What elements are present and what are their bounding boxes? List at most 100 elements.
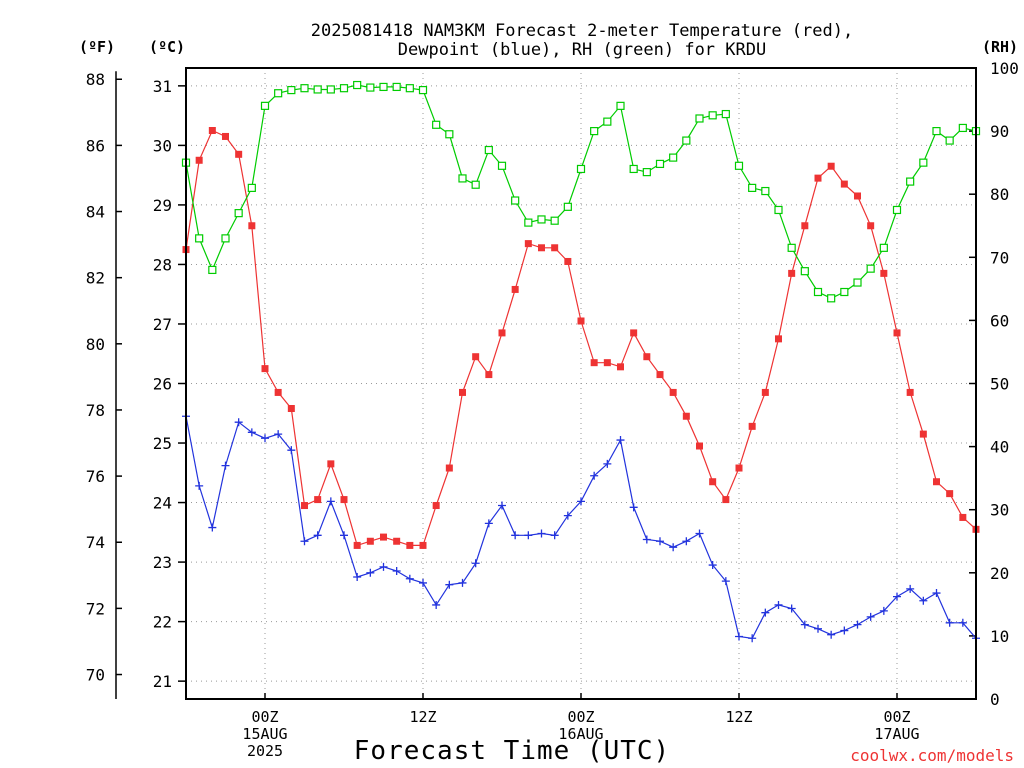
x-tick-label: 2025 — [247, 742, 283, 760]
dewpoint-point — [261, 434, 269, 443]
temperature-point — [814, 174, 822, 182]
rh-point — [432, 120, 441, 129]
rh-point — [853, 278, 862, 287]
temperature-point — [222, 132, 229, 140]
dewpoint-point — [234, 418, 243, 427]
rh-point — [813, 287, 823, 297]
temperature-point — [485, 371, 493, 379]
temperature-point — [880, 269, 888, 277]
temperature-point — [366, 537, 374, 545]
dewpoint-point — [484, 519, 493, 528]
dewpoint-point — [866, 612, 875, 621]
dewpoint-point — [932, 589, 941, 598]
dewpoint-point — [550, 531, 559, 540]
temperature-point — [314, 496, 322, 504]
dewpoint-point — [721, 577, 730, 586]
temperature-point — [669, 388, 677, 396]
temperature-point — [630, 329, 638, 337]
dewpoint-point — [906, 584, 915, 593]
dewpoint-point — [787, 604, 796, 613]
temperature-point — [380, 533, 387, 541]
temperature-point — [748, 422, 756, 430]
rh-line — [185, 84, 977, 299]
dewpoint-point — [392, 567, 401, 576]
rh-point — [906, 177, 915, 186]
rh-point — [708, 111, 717, 120]
rh-point — [576, 164, 586, 174]
dewpoint-point — [958, 618, 967, 627]
dewpoint-point — [590, 471, 599, 480]
rh-point — [247, 183, 256, 192]
celsius-tick-label: 29 — [153, 196, 172, 215]
celsius-tick-label: 26 — [153, 375, 172, 394]
dewpoint-point — [669, 543, 678, 552]
rh-point — [313, 85, 322, 94]
rh-point — [590, 126, 599, 136]
fahrenheit-unit-label: (ºF) — [79, 38, 115, 56]
grid-lines — [186, 68, 976, 699]
rh-point — [682, 136, 691, 145]
temperature-point — [696, 442, 703, 450]
dewpoint-point — [195, 481, 204, 490]
dewpoint-point — [300, 537, 309, 546]
rh-point — [392, 82, 401, 92]
temperature-point — [656, 371, 664, 379]
rh-point — [497, 161, 507, 170]
temperature-point — [538, 244, 545, 252]
rh-point — [958, 123, 967, 133]
temperature-point — [287, 405, 295, 413]
temperature-point — [788, 269, 796, 277]
rh-point — [695, 114, 704, 123]
dewpoint-point — [379, 562, 388, 571]
temperature-point — [827, 162, 835, 170]
dewpoint-point — [313, 531, 322, 540]
temperature-point — [854, 192, 861, 200]
dewpoint-point — [524, 531, 533, 540]
temperature-point — [353, 541, 361, 549]
celsius-tick-label: 24 — [153, 494, 172, 513]
dewpoint-point — [458, 578, 467, 587]
dewpoint-point — [761, 608, 770, 617]
temperature-point — [472, 353, 480, 361]
rh-unit-label: (RH) — [982, 38, 1018, 56]
dewpoint-point — [247, 428, 256, 437]
fahrenheit-tick-label: 88 — [86, 70, 105, 89]
dewpoint-point — [919, 596, 928, 605]
temperature-point — [867, 222, 875, 230]
fahrenheit-tick-label: 80 — [86, 335, 105, 354]
rh-tick-label: 100 — [990, 59, 1019, 78]
rh-point — [655, 159, 665, 169]
temperature-point — [643, 353, 651, 361]
temperature-point — [301, 502, 308, 510]
fahrenheit-tick-label: 86 — [86, 136, 105, 155]
temperature-point — [564, 257, 572, 265]
dewpoint-point — [629, 503, 638, 512]
credit-text: coolwx.com/models — [850, 746, 1014, 765]
rh-point — [892, 205, 902, 215]
rh-point — [616, 101, 625, 110]
temperature-point — [419, 541, 427, 549]
rh-point — [840, 287, 849, 297]
rh-point — [945, 136, 954, 145]
temperature-point — [511, 285, 519, 293]
rh-point — [748, 183, 757, 192]
rh-point — [550, 216, 559, 225]
x-tick-label: 00Z — [883, 708, 910, 726]
rh-tick-label: 90 — [990, 122, 1009, 141]
fahrenheit-tick-label: 70 — [86, 666, 105, 685]
dewpoint-point — [708, 561, 717, 570]
celsius-tick-label: 28 — [153, 255, 172, 274]
dewpoint-point — [879, 606, 888, 615]
dewpoint-point — [748, 634, 757, 643]
dewpoint-point — [616, 436, 625, 445]
dewpoint-point — [840, 626, 849, 635]
temperature-point — [946, 490, 954, 498]
celsius-tick-label: 23 — [153, 553, 172, 572]
rh-point — [524, 218, 533, 227]
temperature-point — [933, 478, 940, 486]
fahrenheit-tick-label: 82 — [86, 269, 105, 288]
temperature-point — [959, 513, 967, 521]
rh-point — [195, 234, 204, 243]
rh-point — [932, 126, 941, 136]
